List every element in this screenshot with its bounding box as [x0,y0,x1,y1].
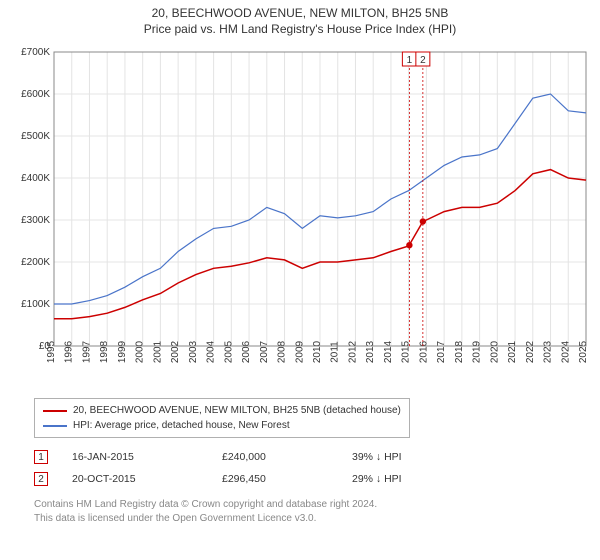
chart-title-block: 20, BEECHWOOD AVENUE, NEW MILTON, BH25 5… [0,0,600,36]
transaction-delta-1: 39% ↓ HPI [352,451,472,463]
svg-text:2010: 2010 [312,340,323,363]
transaction-price-2: £296,450 [222,473,352,485]
svg-text:2013: 2013 [365,340,376,363]
svg-text:2001: 2001 [152,340,163,363]
svg-text:2007: 2007 [259,340,270,363]
attribution-line-2: This data is licensed under the Open Gov… [34,512,377,526]
svg-text:2016: 2016 [418,340,429,363]
transaction-marker-2-num: 2 [38,474,44,485]
legend-label-hpi: HPI: Average price, detached house, New … [73,418,290,433]
legend-row-hpi: HPI: Average price, detached house, New … [43,418,401,433]
svg-text:2: 2 [420,55,426,66]
legend: 20, BEECHWOOD AVENUE, NEW MILTON, BH25 5… [34,398,410,438]
svg-text:1997: 1997 [81,340,92,363]
transaction-marker-1: 1 [34,450,48,464]
svg-text:£500K: £500K [21,131,50,142]
transaction-row-2: 2 20-OCT-2015 £296,450 29% ↓ HPI [34,468,472,490]
svg-text:£200K: £200K [21,257,50,268]
transaction-marker-2: 2 [34,472,48,486]
chart-area: £0£100K£200K£300K£400K£500K£600K£700K199… [8,44,592,384]
transaction-delta-2: 29% ↓ HPI [352,473,472,485]
legend-label-property: 20, BEECHWOOD AVENUE, NEW MILTON, BH25 5… [73,403,401,418]
svg-text:2006: 2006 [241,340,252,363]
chart-title-sub: Price paid vs. HM Land Registry's House … [0,22,600,36]
transaction-date-1: 16-JAN-2015 [72,451,222,463]
svg-text:£700K: £700K [21,47,50,58]
svg-text:2012: 2012 [347,340,358,363]
svg-text:2017: 2017 [436,340,447,363]
svg-text:2018: 2018 [454,340,465,363]
svg-text:2000: 2000 [135,340,146,363]
legend-row-property: 20, BEECHWOOD AVENUE, NEW MILTON, BH25 5… [43,403,401,418]
svg-text:2008: 2008 [277,340,288,363]
chart-title-main: 20, BEECHWOOD AVENUE, NEW MILTON, BH25 5… [0,6,600,20]
svg-text:£400K: £400K [21,173,50,184]
svg-text:1999: 1999 [117,340,128,363]
svg-text:2005: 2005 [223,340,234,363]
legend-swatch-hpi [43,425,67,427]
transaction-row-1: 1 16-JAN-2015 £240,000 39% ↓ HPI [34,446,472,468]
svg-text:£100K: £100K [21,299,50,310]
svg-text:2011: 2011 [330,341,341,363]
svg-text:2023: 2023 [543,340,554,363]
svg-text:2020: 2020 [489,340,500,363]
legend-swatch-property [43,410,67,412]
svg-text:2021: 2021 [507,340,518,363]
svg-text:2024: 2024 [560,340,571,363]
svg-text:2022: 2022 [525,340,536,363]
svg-text:2002: 2002 [170,340,181,363]
transaction-price-1: £240,000 [222,451,352,463]
line-chart-svg: £0£100K£200K£300K£400K£500K£600K£700K199… [8,44,592,384]
attribution-line-1: Contains HM Land Registry data © Crown c… [34,498,377,512]
svg-text:2019: 2019 [472,340,483,363]
svg-text:£600K: £600K [21,89,50,100]
attribution-block: Contains HM Land Registry data © Crown c… [34,498,377,525]
transaction-marker-1-num: 1 [38,452,44,463]
svg-text:2025: 2025 [578,340,589,363]
svg-text:2003: 2003 [188,340,199,363]
svg-text:1995: 1995 [46,340,57,363]
svg-text:2004: 2004 [206,340,217,363]
svg-text:2014: 2014 [383,340,394,363]
svg-text:1: 1 [407,55,413,66]
svg-text:£300K: £300K [21,215,50,226]
svg-text:2009: 2009 [294,340,305,363]
transactions-table: 1 16-JAN-2015 £240,000 39% ↓ HPI 2 20-OC… [34,446,472,490]
svg-text:1998: 1998 [99,340,110,363]
svg-text:2015: 2015 [401,340,412,363]
svg-text:1996: 1996 [64,340,75,363]
transaction-date-2: 20-OCT-2015 [72,473,222,485]
